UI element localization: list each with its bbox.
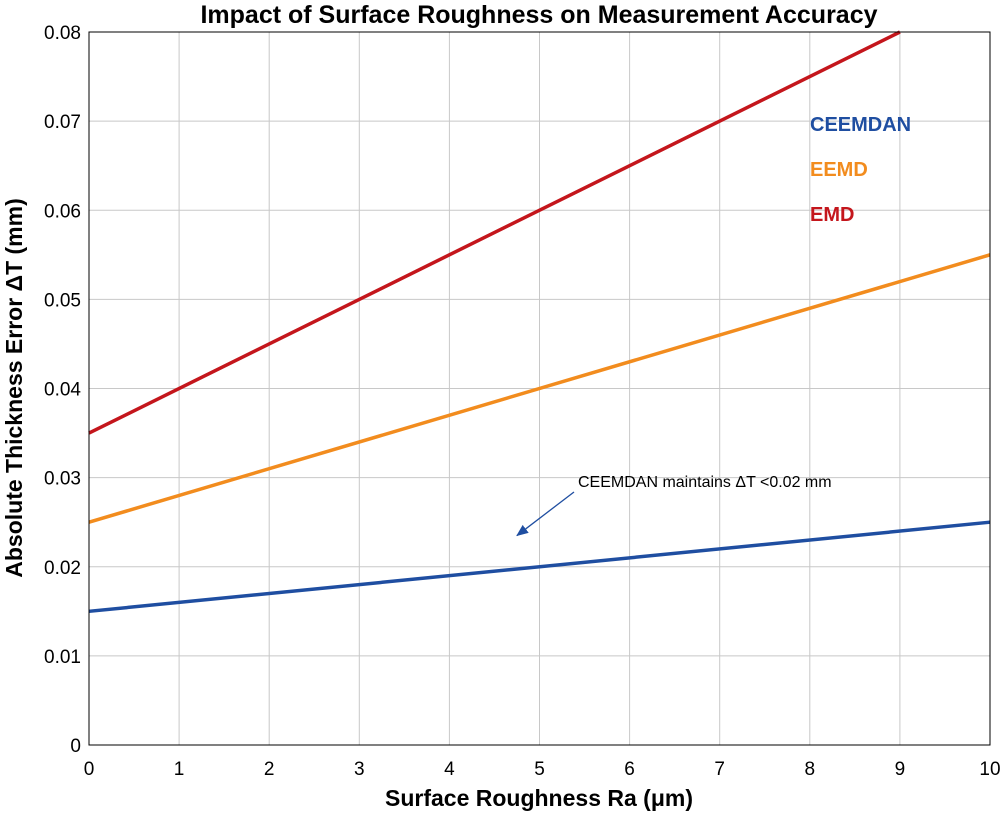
x-tick-label: 6 [624, 759, 635, 780]
x-tick-label: 3 [354, 759, 365, 780]
tick-labels: 0 1 2 3 4 5 6 7 8 9 10 0 0.01 0.02 0.03 0.04 0.05 0.06 0.0… [44, 23, 1001, 780]
chart-title: Impact of Surface Roughness on Measureme… [200, 1, 877, 29]
x-tick-label: 1 [174, 759, 185, 780]
x-tick-label: 9 [895, 759, 906, 780]
x-tick-label: 10 [979, 759, 1000, 780]
legend-item-emd: EMD [810, 204, 854, 226]
x-tick-label: 8 [805, 759, 816, 780]
annotation-arrow [516, 491, 575, 537]
legend-item-ceemdan: CEEMDAN [810, 114, 911, 136]
x-tick-label: 7 [714, 759, 725, 780]
y-tick-label: 0 [70, 736, 81, 757]
series-line-emd [88, 30, 901, 435]
legend-item-eemd: EEMD [810, 159, 868, 181]
y-tick-label: 0.06 [44, 201, 81, 222]
series-line-ceemdan [88, 520, 991, 614]
y-tick-label: 0.03 [44, 469, 81, 490]
x-tick-label: 0 [84, 759, 95, 780]
y-tick-label: 0.07 [44, 112, 81, 133]
y-tick-label: 0.08 [44, 23, 81, 44]
series-line-eemd [88, 253, 991, 524]
y-tick-label: 0.05 [44, 290, 81, 311]
annotation-text: CEEMDAN maintains ΔT <0.02 mm [578, 474, 832, 491]
y-tick-label: 0.04 [44, 380, 81, 401]
x-tick-label: 2 [264, 759, 275, 780]
x-tick-label: 4 [444, 759, 455, 780]
x-tick-label: 5 [534, 759, 545, 780]
plot-frame [88, 31, 991, 746]
series-lines [88, 30, 991, 614]
y-tick-label: 0.01 [44, 647, 81, 668]
annotation: CEEMDAN maintains ΔT <0.02 mm [516, 474, 832, 537]
y-tick-label: 0.02 [44, 558, 81, 579]
legend: CEEMDAN EEMD EMD [810, 114, 911, 226]
x-axis-title: Surface Roughness Ra (μm) [385, 785, 693, 811]
y-axis-title: Absolute Thickness Error ΔT (mm) [1, 198, 27, 578]
